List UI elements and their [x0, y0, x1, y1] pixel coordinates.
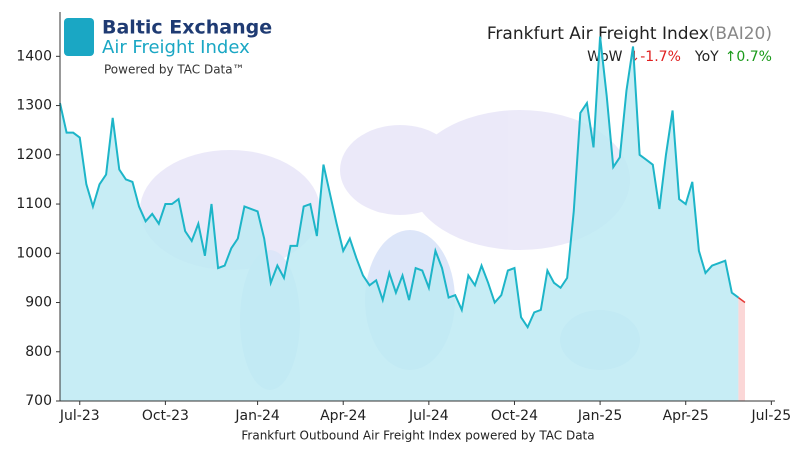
y-tick-label: 1300: [16, 98, 52, 114]
line-latest: [737, 296, 746, 304]
yoy: ↑0.7%: [725, 49, 772, 65]
x-tick-label: Jul-25: [750, 408, 791, 424]
x-tick-label: Apr-25: [663, 408, 709, 424]
x-tick-label: Oct-23: [142, 408, 189, 424]
y-tick-label: 1100: [16, 196, 52, 212]
changes: WoW ↓-1.7% YoY ↑0.7%: [587, 49, 772, 65]
y-tick-label: 1400: [16, 48, 52, 64]
wow: ↓-1.7%: [629, 49, 681, 65]
area-latest: [738, 297, 745, 401]
x-tick-label: Jul-24: [408, 408, 449, 424]
title: Frankfurt Air Freight Index: [487, 24, 709, 44]
logo-icon: [64, 18, 94, 56]
brand: Baltic Exchange: [102, 17, 272, 39]
y-tick-label: 700: [25, 393, 52, 409]
y-tick-label: 800: [25, 344, 52, 360]
powered: Powered by TAC Data™: [104, 63, 245, 77]
wow-label: WoW: [587, 49, 623, 65]
x-tick-label: Oct-24: [491, 408, 538, 424]
x-axis-label: Frankfurt Outbound Air Freight Index pow…: [241, 429, 594, 443]
chart-title: Frankfurt Air Freight Index(BAI20): [487, 24, 772, 44]
y-tick-label: 1200: [16, 147, 52, 163]
line: [59, 36, 740, 330]
x-tick-label: Jan-24: [234, 408, 280, 424]
product: Air Freight Index: [102, 37, 250, 58]
y-tick-label: 900: [25, 295, 52, 311]
title-suffix: (BAI20): [709, 24, 772, 44]
x-tick-label: Apr-24: [320, 408, 366, 424]
logo: Baltic Exchange Air Freight Index Powere…: [64, 17, 272, 77]
area: [60, 36, 739, 402]
y-tick-label: 1000: [16, 245, 52, 261]
x-tick-label: Jul-23: [59, 408, 100, 424]
yoy-label: YoY: [694, 49, 719, 65]
x-tick-label: Jan-25: [577, 408, 622, 424]
